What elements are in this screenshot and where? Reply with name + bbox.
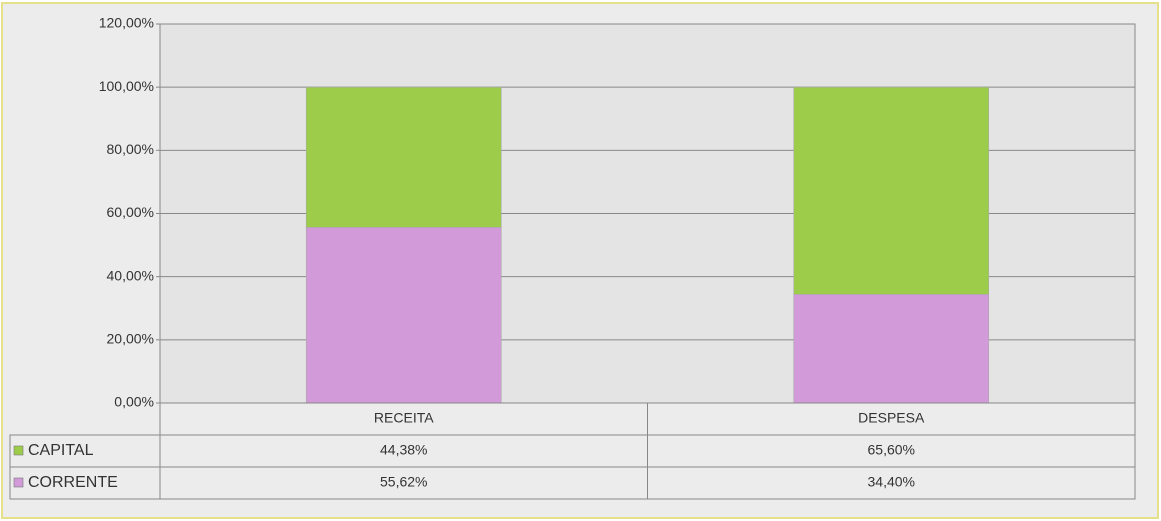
table-value: 34,40% [868, 474, 915, 490]
y-tick-label: 20,00% [107, 331, 154, 347]
y-tick-label: 100,00% [99, 78, 154, 94]
y-tick-label: 40,00% [107, 267, 154, 283]
legend-swatch [13, 445, 24, 456]
table-value: 65,60% [868, 442, 915, 458]
y-tick-label: 0,00% [114, 394, 154, 410]
x-tick-label: RECEITA [374, 410, 434, 426]
table-value: 44,38% [380, 442, 427, 458]
legend-label: CAPITAL [28, 442, 94, 459]
y-tick-label: 80,00% [107, 141, 154, 157]
legend-label: CORRENTE [28, 474, 118, 491]
bar-segment [305, 86, 502, 228]
bar-segment [793, 294, 990, 404]
bar-segment [305, 227, 502, 404]
y-tick-label: 120,00% [99, 15, 154, 31]
table-value: 55,62% [380, 474, 427, 490]
legend-swatch [13, 477, 24, 488]
y-tick-label: 60,00% [107, 204, 154, 220]
bar-segment [793, 86, 990, 295]
x-tick-label: DESPESA [858, 410, 925, 426]
